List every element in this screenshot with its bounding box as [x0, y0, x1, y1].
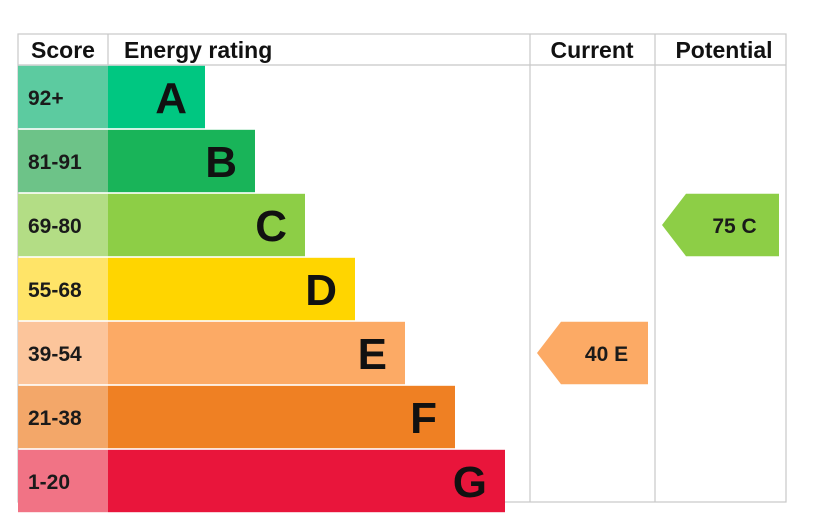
band-bar — [108, 65, 205, 129]
score-cell — [18, 385, 108, 449]
header-potential: Potential — [675, 37, 772, 63]
band-letter: E — [358, 330, 387, 379]
header-energy-rating: Energy rating — [124, 37, 272, 63]
score-range-label: 55-68 — [28, 279, 82, 302]
potential-arrow-shape — [662, 193, 779, 257]
band-bar — [108, 385, 455, 449]
score-cell — [18, 65, 108, 129]
rating-arrows: 40 E 75 C — [537, 193, 779, 385]
current-rating-arrow: 40 E — [537, 321, 648, 385]
band-letter: C — [255, 202, 287, 251]
header-current: Current — [550, 37, 633, 63]
potential-rating-label: 75 C — [712, 215, 756, 238]
header-score: Score — [31, 37, 95, 63]
band-bar — [108, 257, 355, 321]
band-b: 81-91 B — [18, 129, 255, 193]
band-e: 39-54 E — [18, 321, 405, 385]
score-range-label: 81-91 — [28, 151, 82, 174]
band-bar — [108, 193, 305, 257]
score-cell — [18, 449, 108, 513]
band-a: 92+ A — [18, 65, 205, 129]
score-range-label: 69-80 — [28, 215, 82, 238]
band-d: 55-68 D — [18, 257, 355, 321]
score-cell — [18, 257, 108, 321]
score-range-label: 21-38 — [28, 407, 82, 430]
band-bar — [108, 321, 405, 385]
band-letter: A — [155, 74, 187, 123]
score-range-label: 92+ — [28, 87, 64, 110]
score-cell — [18, 129, 108, 193]
score-range-label: 1-20 — [28, 471, 70, 494]
band-letter: B — [205, 138, 237, 187]
score-cell — [18, 321, 108, 385]
band-f: 21-38 F — [18, 385, 455, 449]
current-arrow-shape — [537, 321, 648, 385]
band-g: 1-20 G — [18, 449, 505, 513]
band-bar — [108, 449, 505, 513]
current-rating-label: 40 E — [585, 343, 628, 366]
score-cell — [18, 193, 108, 257]
band-c: 69-80 C — [18, 193, 305, 257]
score-range-label: 39-54 — [28, 343, 82, 366]
rating-bands: 92+ A 81-91 B 69-80 C 55-68 D 39-54 E 21-38 F 1-20 G — [18, 65, 505, 513]
band-letter: G — [453, 458, 487, 507]
band-letter: F — [410, 394, 437, 443]
potential-rating-arrow: 75 C — [662, 193, 779, 257]
band-letter: D — [305, 266, 337, 315]
band-bar — [108, 129, 255, 193]
